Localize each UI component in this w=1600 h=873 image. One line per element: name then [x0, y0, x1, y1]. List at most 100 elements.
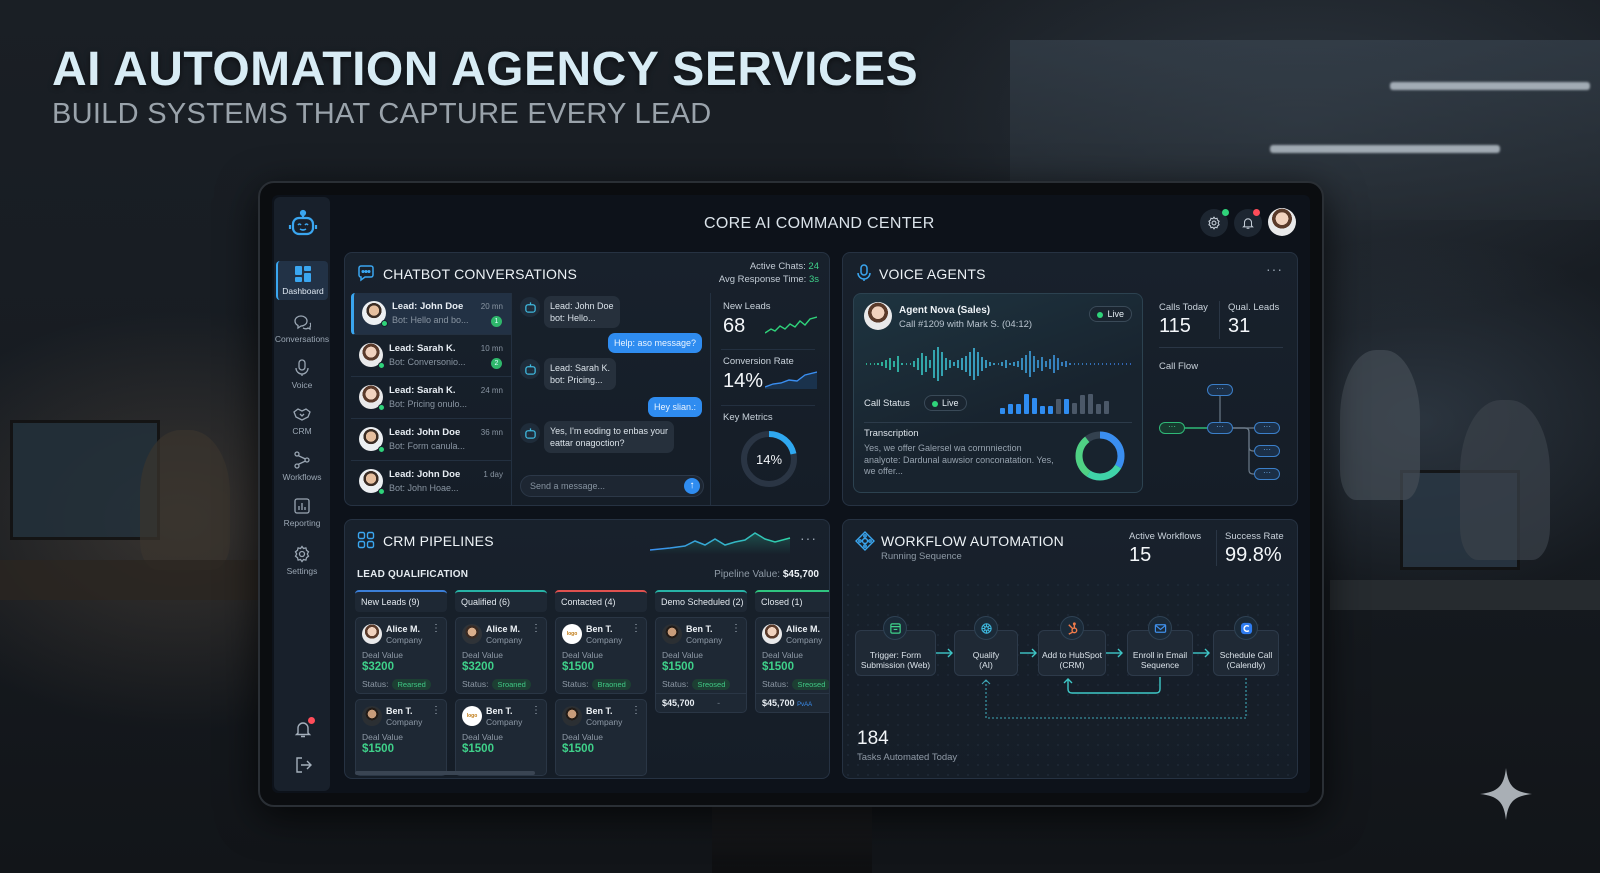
deal-card[interactable]: Alice M. Company ⋮ Deal Value $3200 Stat…: [455, 617, 547, 694]
more-options-button[interactable]: ···: [800, 530, 817, 546]
deal-value-label: Deal Value: [562, 732, 603, 742]
pipeline-column-qualified: Qualified (6) Alice M. Company ⋮ Deal Va…: [455, 590, 547, 776]
status-label: Status:: [662, 679, 689, 689]
deal-card[interactable]: Alice M. Company ⋮ Deal Value $3200 Stat…: [355, 617, 447, 694]
card-menu-icon[interactable]: ⋮: [631, 623, 641, 634]
conversation-name: Lead: John Doe: [389, 469, 461, 480]
contact-name: Ben T.: [486, 706, 513, 716]
divider: [864, 422, 1132, 423]
step-sublabel: Sequence: [1140, 660, 1180, 670]
card-menu-icon[interactable]: ⋮: [731, 623, 741, 634]
workflow-automation-panel: WORKFLOW AUTOMATION Running Sequence Act…: [842, 519, 1298, 779]
card-menu-icon[interactable]: ⋮: [631, 705, 641, 716]
sidebar-item-label: Workflows: [282, 472, 322, 482]
monitor-stand: [712, 805, 872, 873]
sidebar-item-workflows[interactable]: Workflows: [274, 451, 330, 482]
contact-name: Ben T.: [686, 624, 713, 634]
transcription-text: Yes, we offer Galersel wa cornnniection …: [864, 443, 1054, 476]
call-flow-node[interactable]: ···: [1254, 422, 1280, 434]
column-total-value: $45,700: [762, 698, 795, 708]
more-options-button[interactable]: ···: [1266, 261, 1283, 277]
sparkle-watermark-icon: [1480, 768, 1532, 820]
card-menu-icon[interactable]: ⋮: [531, 623, 541, 634]
contact-name: Alice M.: [486, 624, 521, 634]
online-indicator: [378, 404, 385, 411]
conversation-item[interactable]: Lead: Sarah K. Bot: Pricing onulo... 24 …: [351, 377, 511, 419]
conversion-sparkline: [765, 371, 817, 389]
conversation-item[interactable]: Lead: Sarah K. Bot: Conversonio... 10 mn…: [351, 335, 511, 377]
unread-badge: 1: [491, 316, 502, 327]
deal-card[interactable]: Alice M. Company Deal Value $1500 Status…: [755, 617, 829, 694]
active-chats-label: Active Chats:: [749, 261, 806, 272]
divider: [721, 349, 815, 350]
conversation-item[interactable]: Lead: John Doe Bot: Hello and bo... 20 m…: [351, 293, 511, 335]
panel-title: CHATBOT CONVERSATIONS: [383, 266, 577, 282]
robot-icon: [524, 301, 536, 313]
status-badge: Rearsed: [392, 679, 431, 690]
deal-card[interactable]: logo Ben T. Company ⋮ Deal Value $1500 S…: [555, 617, 647, 694]
deal-card[interactable]: logo Ben T. Company ⋮ Deal Value $1500: [455, 699, 547, 776]
voice-agents-panel: VOICE AGENTS ··· Agent Nova (Sales) Call…: [842, 252, 1298, 506]
conversation-item[interactable]: Lead: John Doe Bot: John Hoae... 1 day: [351, 461, 511, 503]
sidebar-item-dashboard[interactable]: Dashboard: [276, 261, 328, 300]
new-leads-sparkline: [765, 316, 817, 334]
panel-subtitle: Running Sequence: [881, 551, 962, 562]
ai-brain-icon: [974, 616, 998, 640]
conversation-preview: Bot: Pricing onulo...: [389, 399, 468, 409]
sidebar-item-voice[interactable]: Voice: [274, 359, 330, 390]
calendly-icon: [1234, 616, 1258, 640]
active-chats-value: 24: [808, 261, 819, 272]
deal-card[interactable]: Ben T. Company ⋮ Deal Value $1500: [355, 699, 447, 776]
deal-value: $3200: [362, 661, 394, 673]
deal-card[interactable]: Ben T. Company ⋮ Deal Value $1500: [555, 699, 647, 776]
key-metrics-value: 14%: [755, 452, 783, 467]
microphone-icon: [857, 264, 871, 281]
deal-value: $1500: [462, 743, 494, 755]
conversation-item[interactable]: Lead: John Doe Bot: Form canula... 36 mn: [351, 419, 511, 461]
chat-message-incoming: Lead: Sarah K. bot: Pricing...: [544, 358, 617, 390]
conversation-preview: Bot: Hello and bo...: [392, 315, 469, 325]
horizontal-scrollbar[interactable]: [355, 771, 535, 775]
status-dot: [1222, 209, 1229, 216]
card-menu-icon[interactable]: ⋮: [431, 623, 441, 634]
call-flow-node[interactable]: ···: [1207, 384, 1233, 396]
chat-icon: [294, 315, 311, 331]
deal-card[interactable]: Ben T. Company ⋮ Deal Value $1500 Status…: [655, 617, 747, 694]
chatbot-panel: CHATBOT CONVERSATIONS Active Chats: 24 A…: [344, 252, 830, 506]
status-badge: Sreosed: [792, 679, 829, 690]
call-flow-node[interactable]: ···: [1254, 468, 1280, 480]
form-icon: [883, 616, 907, 640]
message-input[interactable]: Send a message... ↑: [520, 475, 704, 497]
agent-avatar: [864, 302, 892, 330]
conversation-time: 1 day: [483, 470, 503, 479]
card-menu-icon[interactable]: ⋮: [531, 705, 541, 716]
qualified-leads-label: Qual. Leads: [1228, 302, 1280, 313]
deal-value-label: Deal Value: [662, 650, 703, 660]
sidebar-item-settings[interactable]: Settings: [274, 545, 330, 576]
deal-value-label: Deal Value: [362, 732, 403, 742]
sidebar-item-reporting[interactable]: Reporting: [274, 497, 330, 528]
new-leads-value: 68: [723, 315, 746, 337]
online-indicator: [378, 446, 385, 453]
notification-dot: [1253, 209, 1260, 216]
bell-icon: [1242, 218, 1254, 229]
deal-status: Status: Sreosed: [662, 679, 731, 690]
company-name: Company: [686, 635, 723, 645]
sidebar-item-conversations[interactable]: Conversations: [274, 313, 330, 344]
call-flow-node[interactable]: ···: [1207, 422, 1233, 434]
logout-icon[interactable]: [293, 755, 313, 775]
robot-logo-icon: [288, 209, 318, 236]
column-header: Contacted (4): [555, 590, 647, 612]
send-button[interactable]: ↑: [684, 478, 700, 494]
deal-value: $3200: [462, 661, 494, 673]
call-info: Call #1209 with Mark S. (04:12): [899, 319, 1033, 330]
call-flow-node-start[interactable]: ···: [1159, 422, 1185, 434]
avg-response-label: Avg Response Time:: [718, 274, 807, 285]
monitor: Dashboard Conversations Voice CRM Workfl…: [258, 181, 1324, 807]
bell-icon[interactable]: [293, 719, 313, 739]
user-avatar[interactable]: [1268, 208, 1296, 236]
section-title: LEAD QUALIFICATION: [357, 569, 469, 580]
call-flow-node[interactable]: ···: [1254, 445, 1280, 457]
card-menu-icon[interactable]: ⋮: [431, 705, 441, 716]
sidebar-item-crm[interactable]: CRM: [274, 405, 330, 436]
